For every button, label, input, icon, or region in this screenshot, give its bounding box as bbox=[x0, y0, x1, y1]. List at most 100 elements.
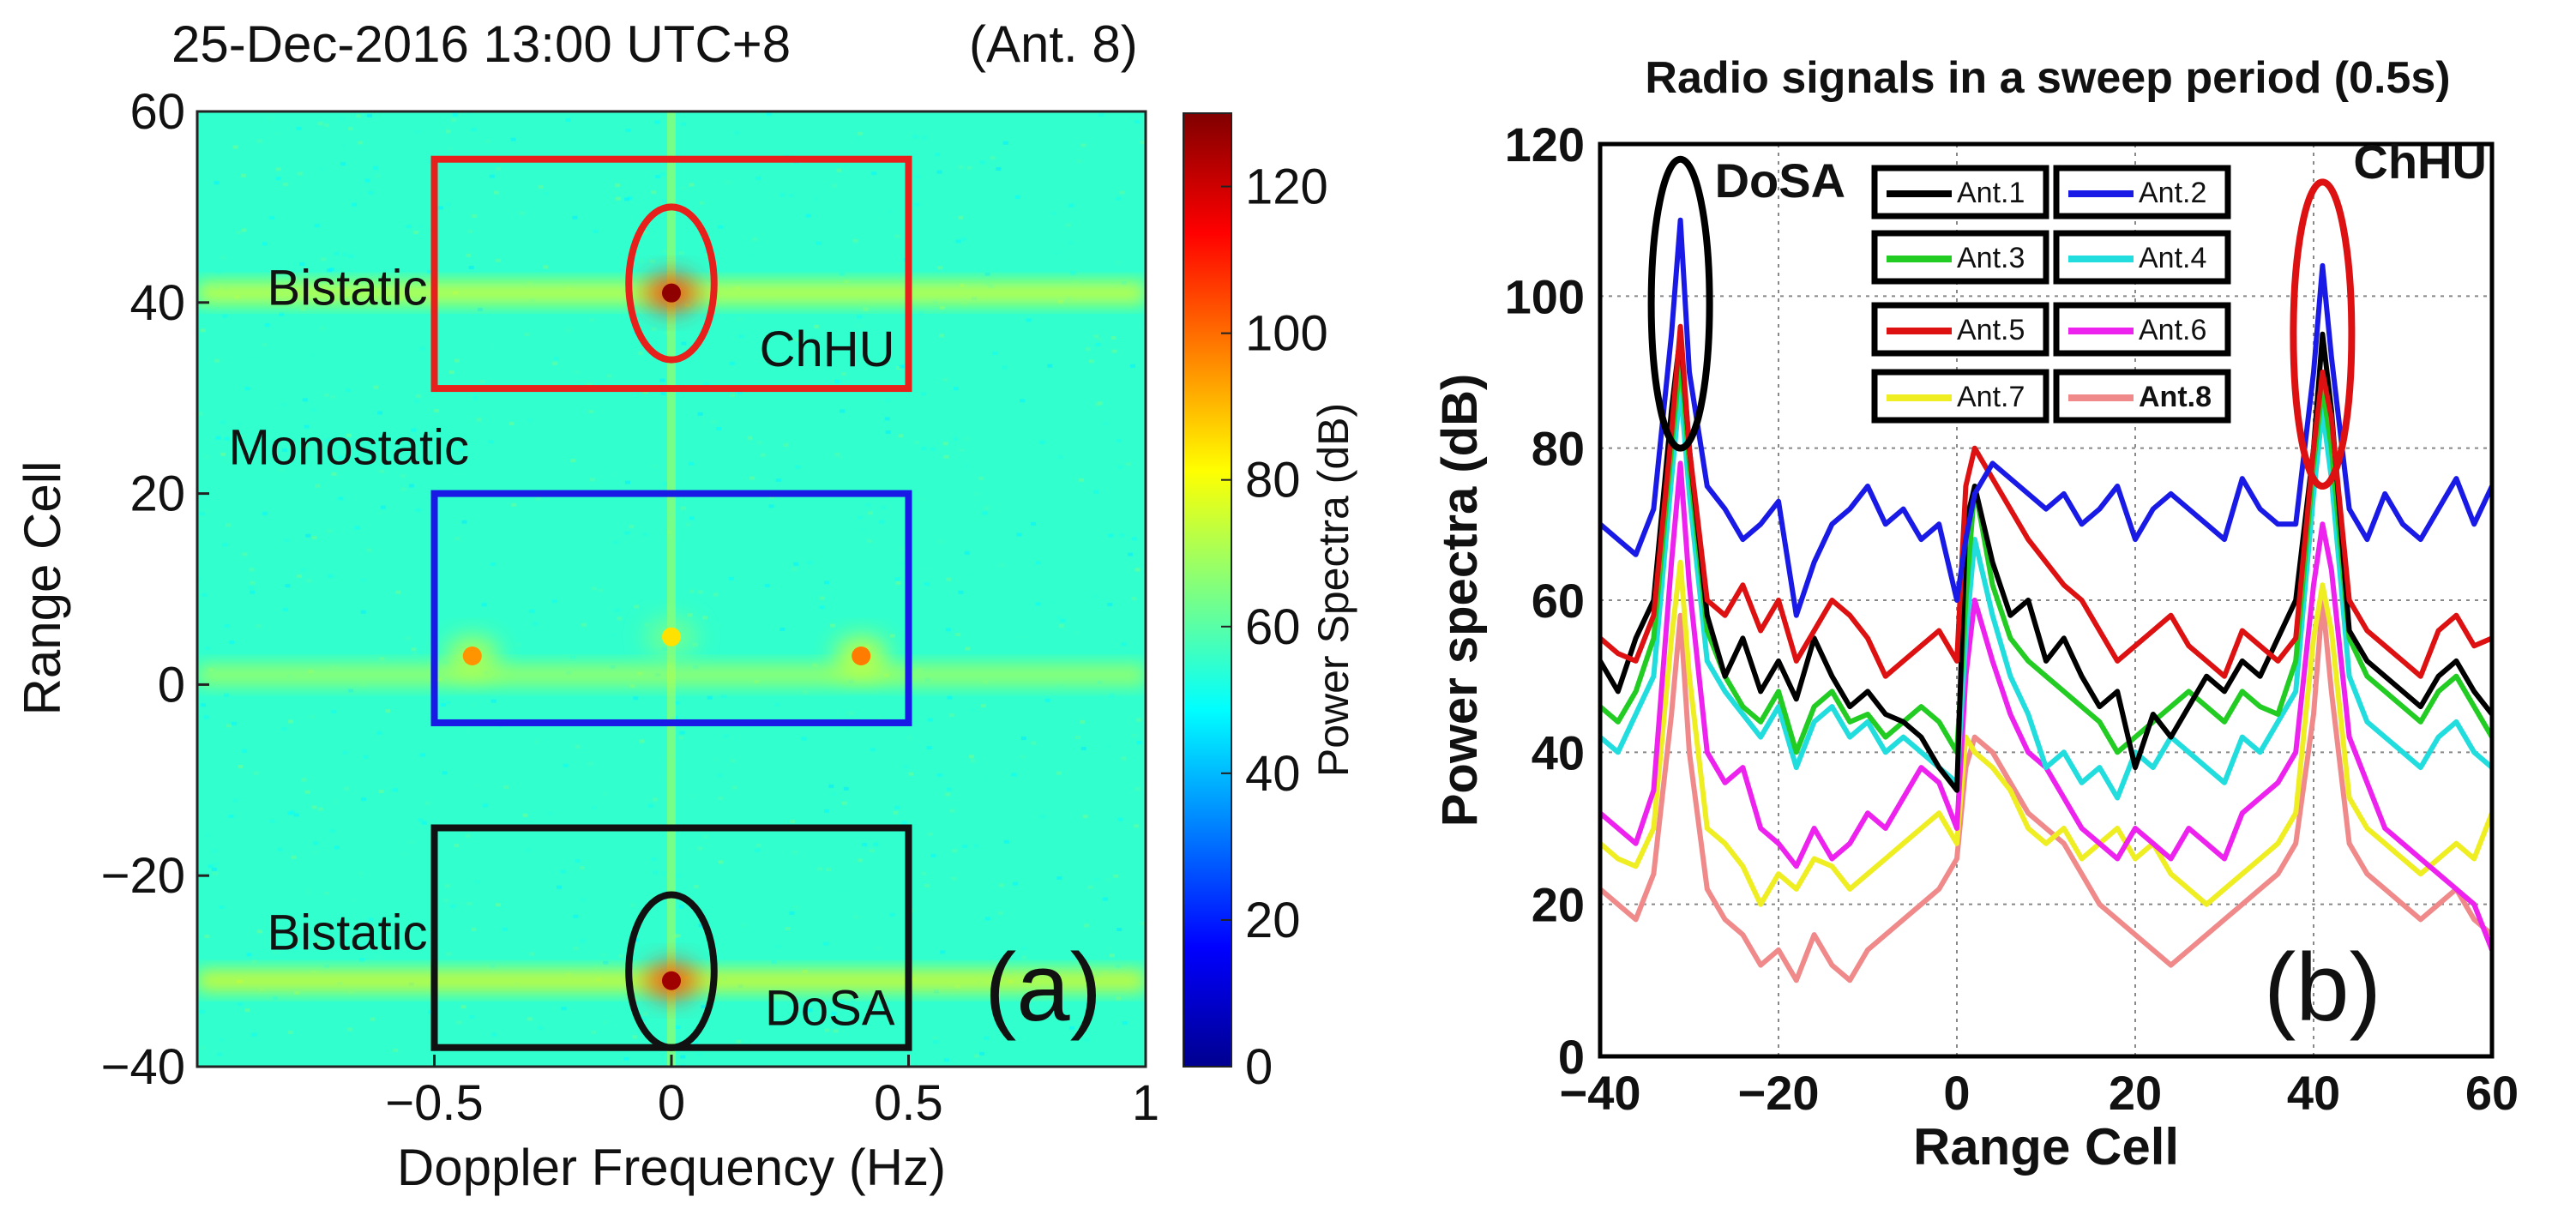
noise-cell bbox=[903, 765, 909, 769]
noise-cell bbox=[1113, 874, 1119, 878]
noise-cell bbox=[660, 392, 666, 396]
noise-cell bbox=[411, 428, 417, 432]
noise-cell bbox=[283, 183, 289, 187]
noise-cell bbox=[921, 496, 927, 501]
noise-cell bbox=[364, 178, 370, 183]
noise-cell bbox=[625, 128, 631, 132]
noise-cell bbox=[692, 642, 698, 647]
noise-cell bbox=[701, 1005, 707, 1009]
noise-cell bbox=[1088, 359, 1094, 364]
noise-cell bbox=[661, 250, 667, 254]
noise-cell bbox=[949, 809, 955, 813]
noise-cell bbox=[262, 511, 268, 515]
noise-cell bbox=[651, 857, 657, 862]
noise-cell bbox=[661, 199, 667, 203]
y-tick-label: 0 bbox=[1558, 1030, 1585, 1084]
legend-label: Ant.4 bbox=[2139, 242, 2206, 274]
noise-cell bbox=[677, 736, 683, 740]
noise-cell bbox=[756, 441, 762, 445]
series-line-ant8 bbox=[1600, 598, 2492, 983]
noise-cell bbox=[885, 398, 891, 402]
noise-cell bbox=[1035, 561, 1041, 565]
noise-cell bbox=[280, 403, 286, 407]
noise-cell bbox=[1084, 1038, 1090, 1042]
noise-cell bbox=[831, 1012, 837, 1016]
panel-a-subtitle: (Ant. 8) bbox=[969, 15, 1138, 73]
noise-cell bbox=[1095, 342, 1101, 346]
noise-cell bbox=[679, 731, 685, 735]
noise-cell bbox=[465, 253, 471, 257]
noise-cell bbox=[723, 734, 729, 738]
noise-cell bbox=[580, 898, 586, 902]
noise-cell bbox=[963, 465, 969, 469]
noise-cell bbox=[918, 310, 924, 315]
noise-cell bbox=[1135, 787, 1141, 791]
noise-cell bbox=[699, 201, 705, 205]
noise-cell bbox=[629, 903, 635, 907]
panel-b-annotations: DoSA ChHU bbox=[1647, 135, 2487, 490]
noise-cell bbox=[299, 262, 305, 267]
noise-cell bbox=[262, 242, 268, 246]
noise-cell bbox=[779, 627, 785, 631]
noise-cell bbox=[304, 424, 310, 429]
noise-cell bbox=[1060, 618, 1066, 623]
noise-cell bbox=[220, 256, 226, 260]
noise-cell bbox=[1062, 992, 1068, 996]
noise-cell bbox=[287, 1031, 293, 1035]
noise-cell bbox=[450, 905, 456, 909]
noise-cell bbox=[969, 755, 975, 759]
noise-cell bbox=[607, 374, 613, 378]
noise-cell bbox=[807, 1008, 813, 1013]
noise-cell bbox=[547, 811, 553, 815]
noise-cell bbox=[237, 1002, 243, 1007]
noise-cell bbox=[838, 455, 844, 460]
noise-cell bbox=[343, 786, 349, 791]
noise-cell bbox=[348, 689, 354, 693]
noise-cell bbox=[246, 953, 252, 957]
noise-cell bbox=[832, 183, 838, 188]
y-tick-label: 120 bbox=[1505, 117, 1585, 171]
region-ellipse bbox=[625, 891, 718, 1051]
noise-cell bbox=[893, 810, 899, 815]
noise-cell bbox=[970, 759, 976, 763]
noise-cell bbox=[1026, 318, 1032, 322]
noise-cell bbox=[937, 266, 943, 270]
plot-b-series bbox=[1600, 217, 2492, 983]
noise-cell bbox=[856, 136, 862, 141]
noise-cell bbox=[1056, 616, 1062, 620]
noise-cell bbox=[380, 505, 386, 509]
noise-cell bbox=[705, 231, 711, 235]
noise-cell bbox=[890, 634, 896, 638]
noise-cell bbox=[473, 396, 479, 400]
noise-cell bbox=[691, 794, 697, 798]
noise-cell bbox=[241, 228, 247, 232]
noise-cell bbox=[771, 960, 777, 965]
noise-cell bbox=[1110, 336, 1116, 340]
noise-cell bbox=[442, 660, 448, 665]
noise-cell bbox=[1020, 399, 1026, 403]
noise-cell bbox=[489, 174, 495, 178]
noise-cell bbox=[366, 548, 372, 552]
noise-cell bbox=[294, 991, 300, 995]
colorbar-tick-label: 60 bbox=[1245, 599, 1301, 655]
hotspot bbox=[662, 627, 681, 647]
x-tick-label: 20 bbox=[2109, 1066, 2162, 1120]
noise-cell bbox=[1003, 839, 1009, 844]
noise-cell bbox=[242, 749, 248, 753]
noise-cell bbox=[366, 941, 372, 946]
noise-cell bbox=[901, 821, 907, 825]
noise-cell bbox=[330, 394, 336, 399]
noise-cell bbox=[581, 623, 587, 627]
noise-cell bbox=[293, 813, 299, 817]
noise-cell bbox=[226, 724, 232, 728]
noise-cell bbox=[1116, 261, 1122, 265]
noise-cell bbox=[992, 352, 998, 356]
noise-cell bbox=[1051, 641, 1057, 645]
noise-cell bbox=[1140, 140, 1146, 144]
noise-cell bbox=[654, 120, 660, 124]
noise-cell bbox=[360, 578, 366, 582]
noise-cell bbox=[946, 577, 952, 581]
noise-cell bbox=[204, 509, 210, 514]
noise-cell bbox=[385, 709, 391, 713]
noise-cell bbox=[575, 744, 581, 749]
